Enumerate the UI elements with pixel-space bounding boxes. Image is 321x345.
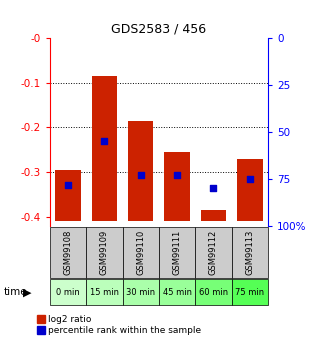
- Bar: [55, 170, 81, 221]
- Legend: log2 ratio, percentile rank within the sample: log2 ratio, percentile rank within the s…: [37, 315, 202, 335]
- Bar: [159, 227, 195, 278]
- Bar: [86, 227, 123, 278]
- Bar: [123, 227, 159, 278]
- Bar: [232, 279, 268, 305]
- Point: [211, 186, 216, 191]
- Bar: [195, 279, 232, 305]
- Text: 45 min: 45 min: [162, 288, 192, 297]
- Bar: [50, 279, 86, 305]
- Text: 0 min: 0 min: [56, 288, 80, 297]
- Text: 60 min: 60 min: [199, 288, 228, 297]
- Point: [102, 139, 107, 144]
- Text: 30 min: 30 min: [126, 288, 155, 297]
- Point: [247, 176, 252, 182]
- Text: GSM99113: GSM99113: [245, 229, 254, 275]
- Text: GSM99112: GSM99112: [209, 229, 218, 275]
- Point: [175, 172, 180, 178]
- Point: [138, 172, 143, 178]
- Bar: [91, 76, 117, 221]
- Bar: [159, 279, 195, 305]
- Bar: [86, 279, 123, 305]
- Text: ▶: ▶: [23, 288, 31, 298]
- Bar: [237, 159, 263, 221]
- Text: 15 min: 15 min: [90, 288, 119, 297]
- Bar: [232, 227, 268, 278]
- Bar: [50, 227, 86, 278]
- Bar: [164, 152, 190, 221]
- Bar: [195, 227, 232, 278]
- Bar: [128, 121, 153, 221]
- Text: GSM99108: GSM99108: [64, 229, 73, 275]
- Text: GSM99111: GSM99111: [173, 229, 182, 275]
- Text: time: time: [3, 287, 27, 297]
- Title: GDS2583 / 456: GDS2583 / 456: [111, 22, 206, 36]
- Bar: [123, 279, 159, 305]
- Bar: [201, 210, 226, 221]
- Text: 75 min: 75 min: [235, 288, 265, 297]
- Text: GSM99110: GSM99110: [136, 229, 145, 275]
- Text: GSM99109: GSM99109: [100, 229, 109, 275]
- Point: [65, 182, 71, 187]
